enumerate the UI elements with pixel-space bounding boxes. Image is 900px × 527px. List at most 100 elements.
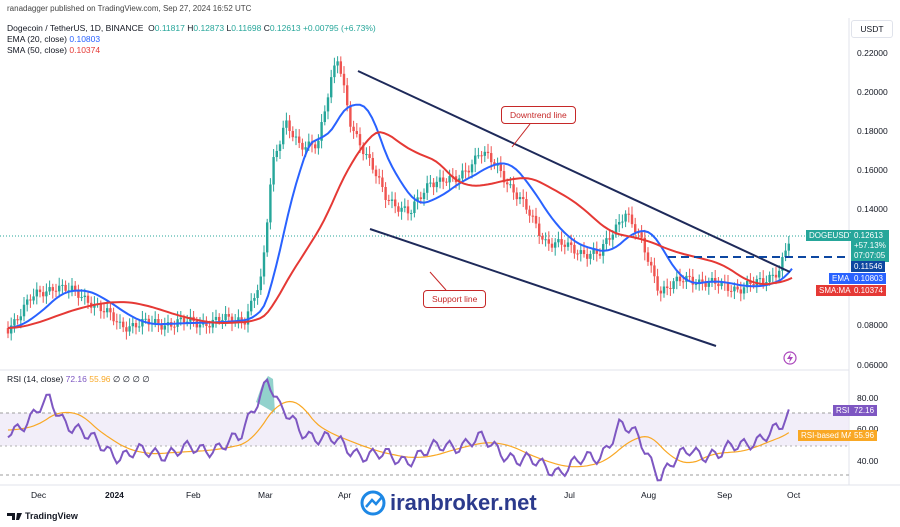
candle-body [355,131,358,135]
downtrend-callout[interactable]: Downtrend line [501,106,576,124]
currency-selector[interactable]: USDT [851,20,893,38]
candle-body [208,325,211,328]
candle-body [237,317,240,321]
ema-legend[interactable]: EMA (20, close) 0.10803 [7,34,100,44]
rsi-value-tag: 72.16 [851,405,878,416]
candle-body [214,316,218,320]
candle-body [576,253,579,255]
watermark-text: iranbroker.net [390,490,537,515]
low-value: 0.11698 [231,23,262,33]
last-price-tag: 0.12613 +57.13% 07:07:05 [851,230,889,262]
candle-body [157,319,160,325]
candle-body [608,238,611,240]
candle-body [464,170,467,172]
candle-body [6,328,10,334]
candle-body [499,164,502,172]
time-tick: Oct [787,490,801,500]
candle-body [541,235,544,240]
candle-body [45,291,48,297]
candle-body [586,254,589,259]
open-value: 0.11817 [154,23,185,33]
candle-body [746,280,749,288]
rsi-legend-label: RSI (14, close) [7,374,64,384]
candle-body [595,249,598,254]
candle-body [627,213,630,215]
level-price-tag: 0.11546 [851,261,886,272]
candle-body [774,274,778,278]
candle-body [739,289,742,294]
candle-body [710,277,714,282]
candle-body [61,284,64,286]
candle-body [323,111,326,123]
candle-body [429,182,432,184]
candle-body [704,282,707,287]
price-tick: 0.16000 [857,165,888,175]
candle-body [400,207,403,212]
candle-body [64,284,67,291]
candle-body [198,324,202,328]
candle-body [243,321,246,325]
candle-body [38,289,42,293]
candle-body [426,183,429,193]
tradingview-brand[interactable]: TradingView [25,511,78,521]
candle-body [118,321,122,323]
flash-icon-bolt [787,353,793,363]
candle-body [102,311,106,313]
price-tick: 0.14000 [857,204,888,214]
rsi-ma-line [7,400,790,468]
candle-body [515,192,518,200]
high-value: 0.12873 [193,23,225,33]
candle-body [646,252,650,262]
support-callout[interactable]: Support line [423,290,487,308]
candle-body [365,154,368,156]
candle-body [656,276,659,291]
candle-body [333,65,336,78]
candle-body [781,257,784,271]
candle-body [320,122,323,141]
candle-body [518,197,522,200]
last-price-value: 0.12613 [854,231,883,240]
candle-body [534,215,538,224]
candle-body [589,253,592,259]
candle-body [598,253,602,256]
candle-body [634,224,637,233]
candle-body [422,192,426,200]
candle-body [339,61,342,74]
price-tick: 0.22000 [857,48,888,58]
candle-body [141,318,144,327]
candle-body [387,199,390,201]
sma-legend[interactable]: SMA (50, close) 0.10374 [7,45,100,55]
candle-body [406,206,410,214]
candle-body [266,222,269,253]
candle-body [531,215,534,217]
candle-body [230,316,234,324]
candle-body [115,321,118,323]
candle-body [378,176,381,178]
time-tick: Mar [258,490,273,500]
iranbroker-logo-arrow [365,496,383,508]
candle-body [611,234,614,240]
candle-body [403,206,406,208]
candle-body [752,283,755,286]
time-tick: Apr [338,490,352,500]
symbol-name[interactable]: Dogecoin / TetherUS, 1D, BINANCE [7,23,144,33]
flash-icon[interactable] [783,351,797,365]
candle-body [160,324,163,330]
candle-body [563,244,566,247]
candle-body [480,155,483,157]
bar-countdown: 07:07:05 [854,251,886,260]
candle-body [416,197,419,202]
candle-body [550,243,554,248]
candle-body [448,176,451,183]
candle-body [58,285,61,292]
candle-body [147,318,150,325]
rsi-legend[interactable]: RSI (14, close) 72.16 55.96 ∅ ∅ ∅ ∅ [7,374,150,385]
candle-body [691,276,694,285]
published-caption: ranadagger published on TradingView.com,… [7,4,252,13]
candle-body [22,304,26,317]
ema-name-tag: EMA [829,273,853,284]
candle-body [477,155,480,157]
candle-body [432,182,435,188]
candle-body [128,326,131,332]
